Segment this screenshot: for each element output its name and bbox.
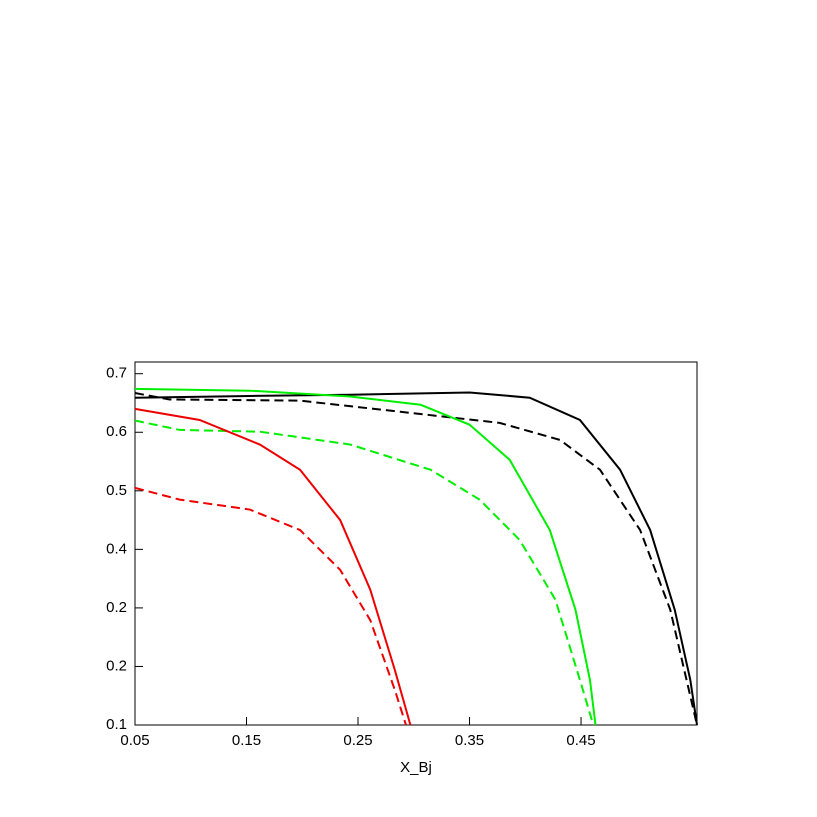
line-series <box>134 407 412 726</box>
line-series <box>134 392 698 726</box>
x-tick-label: 0.15 <box>232 732 261 749</box>
x-tick-label: 0.45 <box>566 732 595 749</box>
y-tick-label: 0.6 <box>106 423 127 440</box>
line-series <box>134 486 407 726</box>
y-tick-label: 0.1 <box>106 716 127 733</box>
x-axis-label: X_Bj <box>400 759 432 776</box>
plot-frame <box>134 361 698 726</box>
line-series <box>134 387 597 726</box>
line-series <box>134 391 698 726</box>
y-tick-label: 0.2 <box>106 657 127 674</box>
y-tick-label: 0.5 <box>106 482 127 499</box>
x-tick-label: 0.35 <box>455 732 484 749</box>
x-tick-label: 0.05 <box>120 732 149 749</box>
y-tick-label: 0.7 <box>106 365 127 382</box>
line-series <box>134 419 595 726</box>
x-tick-label: 0.25 <box>343 732 372 749</box>
y-tick-label: 0.4 <box>106 540 127 557</box>
y-tick-label: 0.2 <box>106 599 127 616</box>
